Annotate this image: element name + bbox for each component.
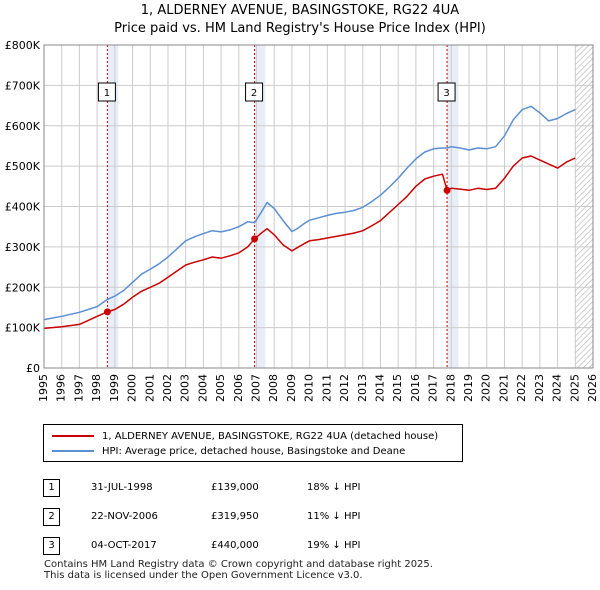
y-tick-label: £0 [26, 362, 40, 375]
table-row: 3 04-OCT-2017 £440,000 19% ↓ HPI [43, 531, 360, 560]
x-tick-label: 2015 [391, 374, 404, 402]
chart-subtitle: Price paid vs. HM Land Registry's House … [114, 21, 486, 36]
x-tick-label: 2003 [179, 374, 192, 402]
x-tick-label: 2016 [409, 374, 422, 402]
legend-swatch-property [52, 435, 94, 437]
legend-item-property: 1, ALDERNEY AVENUE, BASINGSTOKE, RG22 4U… [44, 429, 438, 443]
series-line-hpi [43, 105, 576, 321]
sale-label-box [97, 82, 116, 102]
series-line-property [43, 155, 576, 330]
footer-licence: This data is licensed under the Open Gov… [44, 570, 363, 581]
footer-copyright: Contains HM Land Registry data © Crown c… [44, 559, 433, 570]
sale-price: £139,000 [211, 482, 259, 493]
legend-label-hpi: HPI: Average price, detached house, Basi… [102, 445, 406, 457]
x-tick-label: 1996 [55, 374, 68, 402]
price-chart: 1 2 3 £0 £100K £200K £300K £400K £500K £600K £700… [5, 39, 599, 402]
x-tick-label: 2005 [214, 374, 227, 402]
sale-delta: 19% ↓ HPI [307, 540, 361, 551]
table-row: 2 22-NOV-2006 £319,950 11% ↓ HPI [43, 502, 360, 531]
x-tick-label: 2018 [444, 374, 457, 402]
x-tick-label: 2008 [267, 374, 280, 402]
sale-label: 2 [251, 88, 257, 99]
x-tick-label: 2002 [161, 374, 174, 402]
x-tick-label: 2013 [356, 374, 369, 402]
sale-delta: 11% ↓ HPI [307, 511, 361, 522]
x-tick-label: 1995 [37, 374, 50, 402]
x-tick-label: 2011 [320, 374, 333, 402]
sale-label: 1 [104, 88, 110, 99]
sale-date: 04-OCT-2017 [91, 540, 157, 551]
sale-point [251, 235, 259, 243]
y-tick-label: £700K [5, 79, 41, 92]
x-tick-label: 2007 [250, 374, 263, 402]
sale-badge: 2 [43, 507, 60, 526]
x-tick-label: 2023 [533, 374, 546, 402]
legend-swatch-hpi [52, 450, 94, 452]
sale-point [443, 186, 451, 194]
sales-table: 1 31-JUL-1998 £139,000 18% ↓ HPI 2 22-NO… [43, 473, 360, 560]
table-row: 1 31-JUL-1998 £139,000 18% ↓ HPI [43, 473, 360, 502]
x-tick-label: 2026 [586, 374, 599, 402]
x-tick-label: 1999 [108, 374, 121, 402]
x-tick-label: 2000 [126, 374, 139, 402]
x-tick-label: 2001 [143, 374, 156, 402]
footer: Contains HM Land Registry data © Crown c… [44, 559, 433, 581]
x-tick-label: 2024 [551, 374, 564, 402]
x-tick-label: 2010 [303, 374, 316, 402]
x-tick-label: 2004 [196, 374, 209, 402]
x-tick-label: 2019 [462, 374, 475, 402]
legend: 1, ALDERNEY AVENUE, BASINGSTOKE, RG22 4U… [43, 424, 463, 462]
x-tick-label: 2014 [373, 374, 386, 402]
x-tick-label: 2021 [497, 374, 510, 402]
sale-price: £440,000 [211, 540, 259, 551]
x-tick-label: 2017 [427, 374, 440, 402]
x-tick-label: 1998 [90, 374, 103, 402]
x-tick-label: 2025 [568, 374, 581, 402]
x-tick-label: 2006 [232, 374, 245, 402]
legend-label-property: 1, ALDERNEY AVENUE, BASINGSTOKE, RG22 4U… [102, 430, 439, 442]
plot-border [43, 44, 594, 369]
sale-badge: 1 [43, 478, 60, 497]
x-tick-label: 2020 [480, 374, 493, 402]
y-tick-label: £300K [5, 241, 41, 254]
sale-delta: 18% ↓ HPI [307, 482, 361, 493]
y-tick-label: £800K [5, 39, 41, 52]
sale-date: 31-JUL-1998 [91, 482, 153, 493]
y-tick-label: £600K [5, 120, 41, 133]
x-tick-label: 2012 [338, 374, 351, 402]
sale-price: £319,950 [211, 511, 259, 522]
chart-title: 1, ALDERNEY AVENUE, BASINGSTOKE, RG22 4U… [140, 3, 460, 18]
sale-point [103, 308, 111, 316]
sale-label-box [437, 82, 456, 102]
x-tick-label: 2022 [515, 374, 528, 402]
x-tick-label: 1997 [72, 374, 85, 402]
x-tick-label: 2009 [285, 374, 298, 402]
y-tick-label: £500K [5, 160, 41, 173]
y-tick-label: £200K [5, 281, 41, 294]
y-tick-label: £400K [5, 201, 41, 214]
sale-label: 3 [443, 88, 449, 99]
y-tick-label: £100K [5, 322, 41, 335]
sale-label-box [245, 82, 264, 102]
sale-date: 22-NOV-2006 [91, 511, 158, 522]
sale-badge: 3 [43, 536, 60, 555]
legend-item-hpi: HPI: Average price, detached house, Basi… [44, 444, 405, 458]
